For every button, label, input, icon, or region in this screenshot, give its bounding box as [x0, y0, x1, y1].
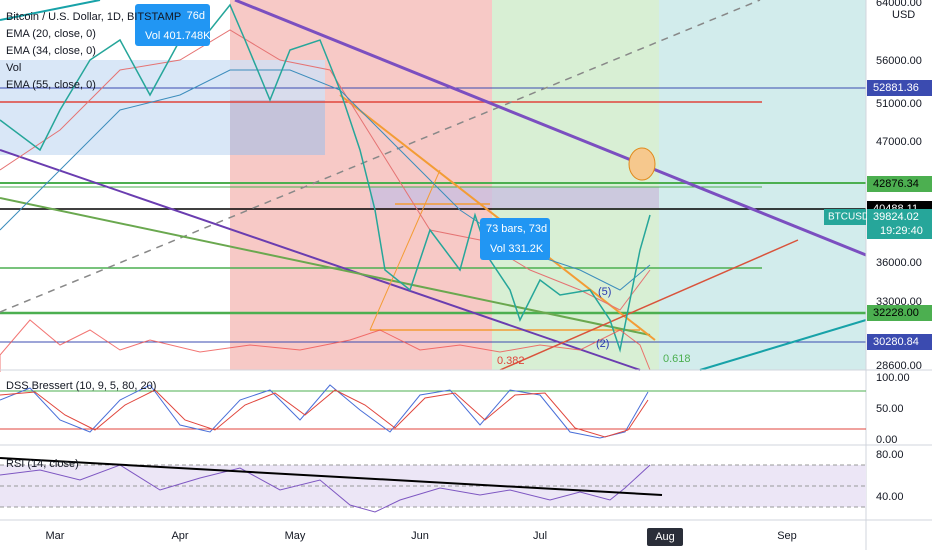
- legend-item: EMA (20, close, 0): [6, 28, 96, 40]
- rsi-trend: [0, 457, 663, 496]
- price-label: 28600.00: [876, 360, 922, 372]
- price-tag-text: 52881.36: [873, 82, 919, 94]
- price-label: 51000.00: [876, 98, 922, 110]
- price-label: 47000.00: [876, 136, 922, 148]
- symbol-tag: [824, 209, 866, 225]
- price-tag-text: 32228.00: [873, 307, 919, 319]
- trend-line: [0, 149, 641, 371]
- trend-line: [0, 197, 651, 336]
- wave-label: (2): [596, 338, 609, 350]
- pane-title: DSS Bressert (10, 9, 5, 80, 20): [6, 380, 156, 392]
- trend-line: [0, 0, 101, 21]
- legend-item: EMA (55, close, 0): [6, 79, 96, 91]
- price-tag: [867, 80, 932, 96]
- green-zone: [492, 0, 659, 370]
- tooltip-text: 76d: [187, 10, 205, 22]
- measure-box-overlap: [230, 100, 325, 155]
- price-label: 33000.00: [876, 296, 922, 308]
- price-line: [0, 3, 651, 353]
- time-label: Aug: [655, 531, 675, 543]
- tooltip-text: 73 bars, 73d: [486, 223, 547, 235]
- last-price: 39824.02: [873, 211, 919, 223]
- tooltip-text: Vol 401.748K: [145, 30, 211, 42]
- time-label: Mar: [46, 530, 65, 542]
- dss-label: 100.00: [876, 372, 910, 384]
- legend-item: EMA (34, close, 0): [6, 45, 96, 57]
- dss-label: 0.00: [876, 434, 897, 446]
- dss-label: 50.00: [876, 403, 904, 415]
- fib-line: [369, 169, 441, 331]
- price-tag-text: 42876.34: [873, 178, 919, 190]
- countdown: 19:29:40: [880, 225, 923, 237]
- time-highlight: [647, 528, 683, 546]
- time-label: Apr: [171, 530, 188, 542]
- trend-line: [339, 94, 656, 341]
- dashed-trend: [0, 0, 761, 313]
- price-label: 64000.00: [876, 0, 922, 9]
- price-tag: [867, 176, 932, 192]
- trend-line: [699, 319, 867, 371]
- time-label: Sep: [777, 530, 797, 542]
- currency-label: USD: [892, 9, 915, 21]
- pane-title: RSI (14, close): [6, 458, 79, 470]
- time-label: Jun: [411, 530, 429, 542]
- price-tag-text: 30280.84: [873, 336, 919, 348]
- price-label: 56000.00: [876, 55, 922, 67]
- legend-item: Vol: [6, 62, 21, 74]
- dss-signal: [0, 389, 649, 438]
- fib-label: 0.382: [497, 355, 525, 367]
- wave-label: (5): [598, 286, 611, 298]
- ema-line: [0, 29, 651, 311]
- symbol-text: BTCUSD: [828, 212, 869, 223]
- last-price-tag: [867, 209, 932, 239]
- tooltip-text: Vol 331.2K: [490, 243, 544, 255]
- rsi-line: [0, 464, 651, 513]
- fib-label: 0.618: [663, 353, 691, 365]
- rsi-label: 40.00: [876, 491, 904, 503]
- price-tag: [867, 334, 932, 350]
- dss-line: [0, 384, 649, 439]
- price-label: 36000.00: [876, 257, 922, 269]
- measure-box-2: [370, 187, 659, 208]
- tooltip: [480, 218, 550, 260]
- volume-outline: [0, 319, 651, 372]
- marker-ellipse: [628, 147, 656, 181]
- red-zone: [230, 0, 492, 370]
- trend-line: [234, 0, 867, 257]
- legend-title: Bitcoin / U.S. Dollar, 1D, BITSTAMP: [6, 11, 181, 23]
- time-label: Jul: [533, 530, 547, 542]
- time-label: May: [285, 530, 306, 542]
- trend-line: [499, 239, 799, 371]
- tooltip: [135, 4, 210, 46]
- rsi-label: 80.00: [876, 449, 904, 461]
- price-tag: [867, 305, 932, 321]
